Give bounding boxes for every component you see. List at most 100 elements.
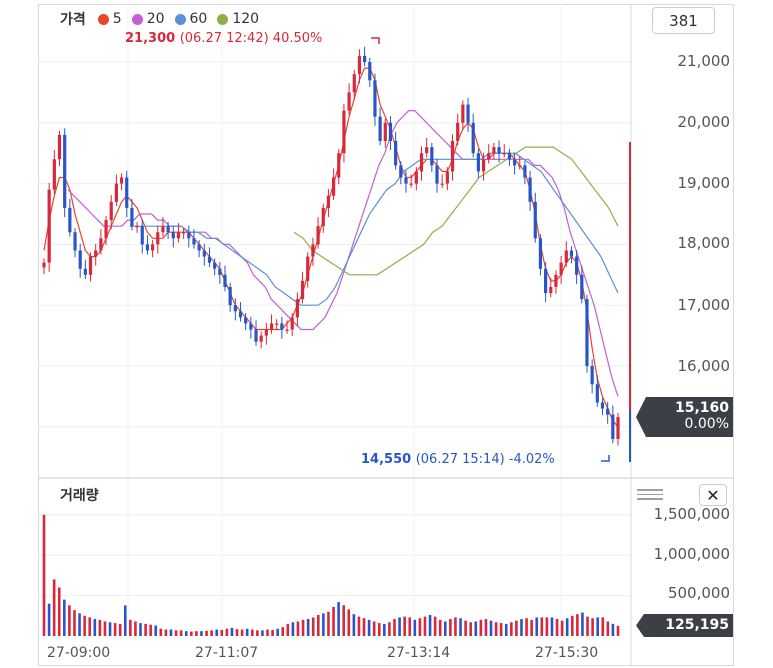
volume-bar: [139, 623, 142, 636]
volume-bar: [494, 622, 498, 636]
candle-body: [378, 116, 382, 142]
candle-body: [559, 262, 563, 275]
volume-bar: [357, 616, 361, 636]
x-tick: 27-09:00: [47, 645, 111, 661]
y-tick: 21,000: [677, 52, 731, 70]
menu-icon[interactable]: [637, 486, 663, 504]
candle-body: [161, 226, 165, 233]
candle-body: [275, 323, 279, 325]
candle-body: [430, 147, 434, 166]
volume-bar: [362, 618, 366, 636]
candle-body: [197, 244, 201, 251]
dot-icon: [174, 13, 186, 25]
volume-bar: [317, 614, 320, 636]
ma-line-20: [67, 110, 619, 397]
candle-body: [311, 244, 315, 257]
volume-bar: [601, 617, 605, 636]
volume-bar: [200, 631, 203, 636]
candle-body: [368, 62, 372, 81]
candle-body: [57, 134, 62, 160]
volume-bar: [159, 628, 163, 636]
candle-body: [156, 232, 160, 245]
volume-bar: [393, 619, 396, 636]
volume-bar: [276, 628, 279, 636]
candle-body: [125, 177, 129, 208]
legend-ma-20[interactable]: 20: [131, 11, 165, 27]
candle-body: [538, 238, 543, 269]
volume-bar: [73, 610, 76, 636]
legend-ma-5[interactable]: 5: [97, 11, 122, 27]
candle-body: [233, 305, 237, 312]
candle-body: [383, 122, 387, 142]
close-icon[interactable]: ✕: [699, 484, 727, 506]
grid-lines: [38, 4, 631, 638]
candle-body: [476, 153, 480, 172]
volume-bar: [337, 602, 340, 636]
candle-body: [73, 232, 77, 251]
candle-body: [269, 323, 274, 330]
candle-body: [150, 244, 155, 251]
y-tick: 19,000: [677, 174, 731, 192]
candlesticks: [42, 46, 620, 446]
volume-bar: [403, 616, 406, 636]
candle-body: [63, 134, 67, 208]
count-button[interactable]: 381: [652, 7, 715, 34]
candle-body: [166, 226, 170, 233]
candle-body: [83, 268, 87, 275]
legend-ma-60[interactable]: 60: [174, 11, 207, 27]
volume-bar: [240, 629, 244, 636]
volume-bar: [291, 622, 295, 636]
volume-bars: [42, 514, 620, 636]
ma-line-60: [129, 152, 619, 306]
volume-bar: [540, 617, 544, 636]
candle-body: [523, 165, 527, 178]
ma-line-120: [293, 146, 619, 276]
volume-bar: [581, 612, 584, 636]
volume-bar: [93, 619, 97, 636]
candle-body: [259, 335, 263, 342]
volume-bar: [78, 613, 81, 636]
candle-body: [145, 244, 150, 251]
volume-bar: [103, 621, 107, 636]
candle-body: [450, 141, 455, 172]
volume-bar: [550, 617, 554, 636]
volume-bar: [377, 623, 381, 636]
volume-bar: [306, 619, 310, 636]
candle-body: [461, 104, 465, 123]
volume-bar: [372, 621, 376, 636]
volume-bar: [169, 629, 173, 636]
candle-body: [611, 414, 615, 439]
candle-body: [187, 232, 191, 239]
legend-ma-120[interactable]: 120: [217, 11, 259, 27]
volume-bar: [63, 599, 66, 636]
candle-body: [575, 256, 579, 275]
volume-bar: [235, 629, 239, 636]
candle-body: [419, 153, 424, 172]
candle-body: [606, 408, 610, 415]
candle-body: [399, 165, 403, 178]
volume-bar: [322, 613, 325, 636]
low-marker-icon: [601, 455, 610, 462]
volume-bar: [474, 621, 478, 636]
legend-title: 가격: [60, 12, 86, 28]
volume-bar: [271, 629, 274, 636]
volume-bar: [606, 621, 610, 636]
candle-body: [47, 189, 51, 263]
candle-body: [492, 147, 496, 154]
volume-bar: [616, 625, 620, 636]
volume-bar: [454, 617, 457, 636]
candle-body: [507, 153, 512, 160]
volume-bar: [266, 629, 269, 636]
candle-body: [471, 122, 475, 154]
y-tick: 20,000: [677, 113, 731, 131]
volume-bar: [261, 630, 264, 636]
candle-body: [440, 183, 444, 185]
current-price: 15,160: [674, 400, 729, 416]
volume-bar: [464, 620, 467, 636]
candle-body: [388, 122, 393, 142]
candle-body: [481, 159, 486, 172]
candle-body: [130, 207, 134, 227]
candle-body: [202, 250, 206, 257]
current-volume: 125,195: [665, 617, 729, 633]
